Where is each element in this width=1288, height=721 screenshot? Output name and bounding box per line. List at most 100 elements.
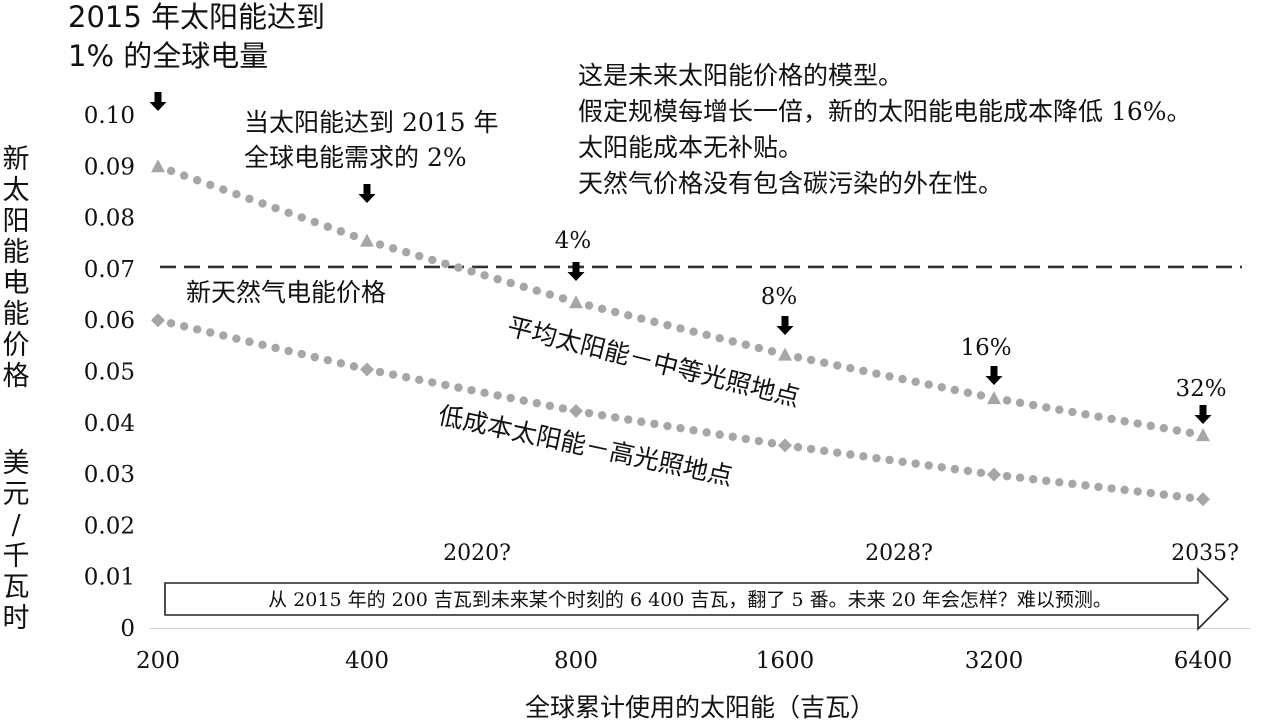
trend-dot bbox=[1028, 400, 1038, 410]
trend-dot bbox=[1185, 428, 1195, 438]
trend-dot bbox=[519, 396, 528, 405]
trend-dot bbox=[271, 343, 280, 353]
trend-dot bbox=[493, 274, 502, 284]
y-tick-label: 0.06 bbox=[84, 308, 135, 334]
y-tick-label: 0.09 bbox=[84, 154, 135, 180]
trend-dot bbox=[715, 430, 724, 439]
data-point-diamond bbox=[1196, 492, 1210, 507]
trend-dot bbox=[206, 180, 215, 190]
trend-dot bbox=[1002, 396, 1012, 405]
y-tick-label: 0.04 bbox=[84, 411, 135, 437]
trend-dot bbox=[258, 199, 267, 208]
trend-dot bbox=[767, 439, 777, 448]
trend-dot bbox=[284, 346, 293, 356]
trend-dot bbox=[715, 334, 724, 343]
share-label-1pct: 2015 年太阳能达到 1% 的全球电量 bbox=[68, 0, 325, 73]
data-point-triangle bbox=[987, 391, 1001, 405]
trend-dot bbox=[976, 391, 986, 400]
trend-dot bbox=[846, 450, 855, 459]
y-axis-title-char: 格 bbox=[3, 361, 30, 392]
trend-dot bbox=[192, 176, 202, 185]
data-point-triangle bbox=[1196, 428, 1210, 442]
trend-dot bbox=[793, 442, 803, 452]
trend-dot bbox=[584, 301, 594, 310]
trend-dot bbox=[349, 231, 359, 241]
trend-dot bbox=[441, 380, 450, 390]
trend-dot bbox=[676, 324, 685, 333]
trend-dot bbox=[336, 359, 346, 368]
trend-dot bbox=[428, 378, 437, 387]
trend-dot bbox=[1159, 423, 1169, 433]
gas-price-label: 新天然气电能价格 bbox=[186, 278, 386, 307]
trend-dot bbox=[532, 399, 542, 408]
trend-dot bbox=[663, 421, 672, 431]
timeline-arrow bbox=[164, 567, 1230, 631]
trend-dot bbox=[702, 428, 711, 437]
y-tick-label: 0.10 bbox=[84, 103, 135, 129]
trend-dot bbox=[754, 343, 764, 353]
y-tick-label: 0.08 bbox=[84, 206, 135, 232]
trend-dot bbox=[1185, 493, 1195, 502]
trend-dot bbox=[219, 331, 228, 340]
trend-dot bbox=[232, 189, 241, 199]
trend-dot bbox=[637, 417, 646, 426]
trend-dot bbox=[1068, 407, 1077, 417]
x-tick-label: 6400 bbox=[1174, 648, 1233, 674]
trend-dot bbox=[454, 263, 463, 272]
trend-dot bbox=[610, 307, 620, 317]
trend-dot bbox=[1133, 419, 1142, 428]
trend-dot bbox=[245, 194, 254, 204]
trend-dot bbox=[950, 464, 960, 474]
trend-dot bbox=[650, 317, 659, 327]
trend-dot bbox=[1172, 426, 1182, 435]
trend-dot bbox=[885, 372, 894, 381]
model-note-line: 太阳能成本无补贴。 bbox=[578, 133, 803, 162]
trend-dot bbox=[506, 278, 515, 288]
trend-dot bbox=[806, 444, 816, 454]
trend-dot bbox=[1094, 412, 1103, 421]
y-tick-label: 0.07 bbox=[84, 257, 135, 283]
trend-dot bbox=[702, 330, 711, 340]
trend-dot bbox=[297, 349, 306, 359]
natural-gas-reference: 新天然气电能价格 bbox=[160, 265, 1242, 307]
trend-dot bbox=[624, 415, 633, 424]
trend-dot bbox=[284, 208, 293, 217]
share-arrow-icon bbox=[567, 262, 585, 281]
y-tick-label: 0.02 bbox=[84, 513, 135, 539]
trend-dot bbox=[650, 419, 659, 429]
y-axis-unit-char: 元 bbox=[3, 479, 30, 510]
trend-dot bbox=[519, 282, 528, 292]
y-axis-title-char: 新 bbox=[3, 144, 30, 175]
trend-dot bbox=[1055, 478, 1064, 487]
trend-dot bbox=[1159, 490, 1169, 499]
trend-dot bbox=[1146, 488, 1155, 498]
share-markers bbox=[149, 92, 1212, 424]
trend-dot bbox=[1094, 482, 1103, 492]
trend-dot bbox=[597, 411, 607, 420]
trend-dot bbox=[415, 251, 424, 261]
trend-dot bbox=[833, 448, 842, 457]
trend-dot bbox=[1146, 421, 1155, 431]
trend-dot bbox=[1042, 476, 1051, 485]
y-tick-label: 0.01 bbox=[84, 565, 135, 591]
model-note-line: 假定规模每增长一倍，新的太阳能电能成本降低 16%。 bbox=[578, 97, 1192, 126]
y-tick-label: 0.05 bbox=[84, 360, 135, 386]
trend-dot bbox=[1120, 417, 1129, 426]
trend-dot bbox=[310, 352, 319, 362]
data-point-triangle bbox=[360, 233, 374, 247]
y-axis-unit-char: 时 bbox=[3, 603, 30, 634]
trend-dot bbox=[597, 304, 607, 313]
data-point-diamond bbox=[987, 467, 1001, 482]
share-arrow-icon bbox=[149, 92, 167, 111]
trend-dot bbox=[349, 362, 359, 371]
trend-dot bbox=[819, 446, 829, 456]
trend-dot bbox=[506, 393, 515, 403]
x-tick-label: 200 bbox=[136, 648, 180, 674]
trend-dot bbox=[166, 319, 176, 328]
share-label-line: 1% 的全球电量 bbox=[68, 39, 268, 73]
share-label: 32% bbox=[1175, 376, 1226, 402]
x-tick-label: 400 bbox=[345, 648, 389, 674]
trend-dot bbox=[1042, 403, 1051, 412]
series-low-cost-solar bbox=[151, 313, 1210, 507]
series-label-average: 平均太阳能－中等光照地点 bbox=[505, 312, 803, 413]
